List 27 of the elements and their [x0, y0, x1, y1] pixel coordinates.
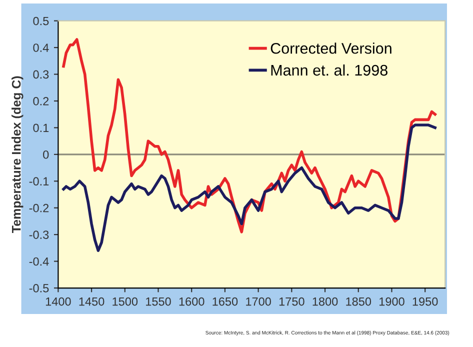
y-tick-label: 0.2	[33, 97, 49, 106]
y-tick-label: 0.3	[33, 70, 49, 79]
x-tick-label: 1900	[379, 297, 404, 306]
x-tick-label: 1850	[346, 297, 372, 306]
y-tick-label: 0.5	[33, 16, 49, 26]
x-tick-label: 1750	[279, 297, 304, 306]
x-tick-label: 1950	[412, 297, 438, 306]
legend-label: Corrected Version	[270, 42, 392, 54]
line-series	[62, 124, 436, 252]
x-tick-label: 1600	[179, 297, 204, 306]
x-tick-label: 1450	[79, 297, 104, 306]
x-tick-label: 1700	[246, 297, 271, 306]
x-tick-label: 1650	[212, 297, 238, 306]
y-tick-label: 0	[43, 150, 49, 159]
y-axis-title: Temperature Index (deg C)	[12, 76, 24, 233]
y-tick-label: -0.3	[29, 230, 49, 239]
y-tick-label: -0.2	[29, 204, 49, 212]
x-tick-label: 1800	[312, 297, 338, 306]
y-tick-label: 0.1	[33, 124, 49, 132]
x-tick-label: 1550	[146, 297, 171, 306]
x-tick-label: 1500	[112, 297, 138, 306]
y-tick-label: 0.4	[33, 44, 49, 52]
y-tick-label: -0.5	[29, 284, 49, 292]
x-tick-label: 1400	[46, 297, 71, 306]
y-tick-label: -0.1	[29, 177, 49, 186]
legend-label: Mann et. al. 1998	[271, 64, 388, 76]
y-tick-label: -0.4	[29, 257, 49, 266]
